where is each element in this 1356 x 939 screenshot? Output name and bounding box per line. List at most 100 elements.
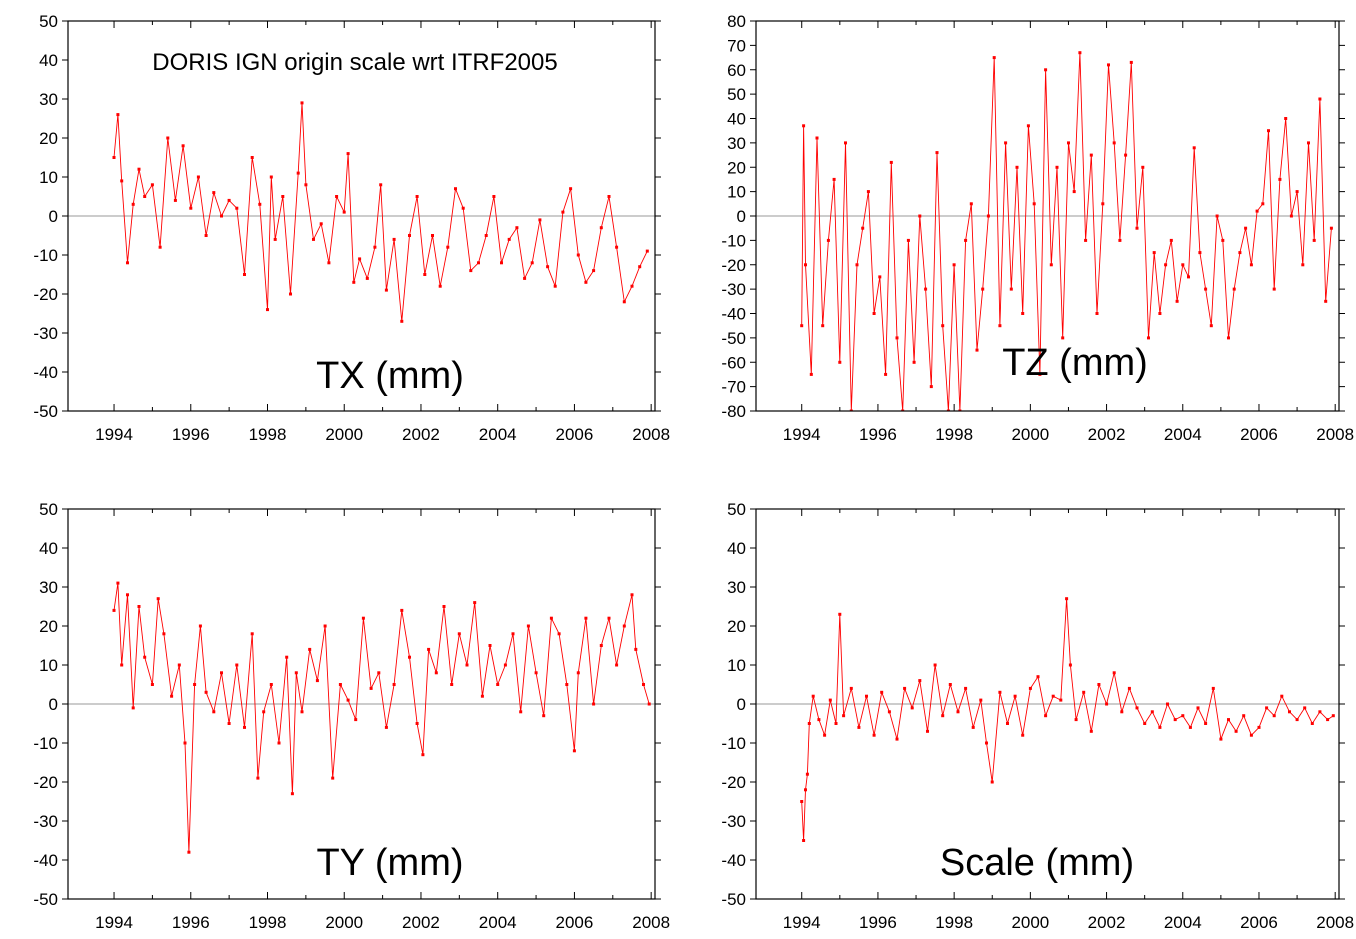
data-point xyxy=(1329,226,1333,230)
data-point xyxy=(1265,706,1269,710)
data-point xyxy=(1135,226,1139,230)
data-point xyxy=(800,324,804,328)
y-tick-label: 50 xyxy=(727,85,746,104)
data-point xyxy=(243,273,246,276)
x-tick-label: 2008 xyxy=(632,425,670,444)
data-point xyxy=(565,683,569,686)
data-point xyxy=(158,245,162,249)
data-point xyxy=(918,214,922,218)
y-tick-label: 40 xyxy=(39,539,58,558)
data-point xyxy=(1065,597,1069,601)
data-point xyxy=(979,698,983,702)
data-point xyxy=(958,409,962,411)
data-point xyxy=(802,124,806,128)
data-point xyxy=(815,136,819,140)
data-point xyxy=(1009,287,1013,291)
x-tick-label: 1998 xyxy=(249,425,287,444)
x-tick-label: 2004 xyxy=(1164,913,1202,932)
data-point xyxy=(1175,299,1179,303)
data-point xyxy=(183,741,187,745)
data-point xyxy=(1173,718,1177,722)
data-point xyxy=(1234,729,1238,733)
data-point xyxy=(1169,238,1173,242)
data-point xyxy=(865,694,868,698)
data-point xyxy=(823,733,827,737)
data-point xyxy=(189,206,193,210)
data-point xyxy=(1026,124,1030,128)
data-point xyxy=(162,632,166,636)
data-point xyxy=(126,261,129,265)
data-point xyxy=(120,663,124,667)
data-point xyxy=(1331,714,1335,718)
data-point xyxy=(607,616,611,620)
data-point xyxy=(484,234,488,237)
y-tick-label: 40 xyxy=(727,539,746,558)
y-tick-label: -40 xyxy=(33,851,58,870)
data-point xyxy=(1249,733,1253,737)
data-point xyxy=(112,156,116,159)
data-point xyxy=(1198,251,1202,255)
data-point xyxy=(415,722,419,725)
data-point xyxy=(1021,312,1025,315)
x-tick-label: 1996 xyxy=(859,913,897,932)
data-point xyxy=(1164,263,1168,267)
data-point xyxy=(549,616,553,620)
data-point xyxy=(895,336,899,340)
x-tick-label: 2008 xyxy=(1316,913,1354,932)
data-point xyxy=(358,257,362,261)
y-tick-label: 0 xyxy=(737,695,746,714)
data-point xyxy=(450,683,454,686)
data-point xyxy=(929,385,933,389)
data-point xyxy=(1204,287,1208,291)
data-point xyxy=(116,113,120,117)
data-point xyxy=(1215,214,1219,218)
data-point xyxy=(1272,714,1276,718)
data-point xyxy=(1187,275,1190,279)
data-point xyxy=(496,683,500,686)
data-point xyxy=(884,372,888,376)
data-point xyxy=(294,671,298,675)
data-point xyxy=(1013,694,1017,698)
data-point xyxy=(220,214,223,218)
x-tick-label: 2008 xyxy=(1316,425,1354,444)
data-point xyxy=(1267,129,1270,133)
data-point xyxy=(277,741,281,745)
data-point xyxy=(454,187,457,191)
data-point xyxy=(220,671,223,675)
data-point xyxy=(423,273,427,276)
y-tick-label: 50 xyxy=(39,500,58,519)
data-point xyxy=(1105,702,1109,706)
data-point xyxy=(584,280,588,284)
data-point xyxy=(212,710,216,714)
data-point xyxy=(1127,686,1131,690)
data-point xyxy=(981,287,985,291)
data-point xyxy=(821,324,825,328)
data-point xyxy=(1257,725,1261,729)
x-tick-label: 2006 xyxy=(1240,425,1278,444)
y-tick-label: -10 xyxy=(721,734,746,753)
data-point xyxy=(804,263,807,267)
data-point xyxy=(941,324,945,328)
y-tick-label: -30 xyxy=(721,812,746,831)
data-point xyxy=(1318,97,1322,101)
data-point xyxy=(630,284,634,288)
data-point xyxy=(446,245,450,249)
y-tick-label: -80 xyxy=(721,402,746,421)
y-tick-label: 40 xyxy=(727,110,746,129)
panel-scale: 1994 1996 1998 2000 2002 2004 2006 2008 50 40 30 20… xyxy=(721,500,1354,932)
data-point xyxy=(181,144,185,148)
data-point xyxy=(1209,324,1213,328)
data-point xyxy=(964,686,968,690)
x-tick-label: 2002 xyxy=(402,425,440,444)
data-point xyxy=(1051,694,1055,698)
data-point xyxy=(866,190,870,194)
data-point xyxy=(1232,287,1236,291)
data-point xyxy=(354,718,358,722)
data-point xyxy=(235,663,239,667)
y-tick-label: -50 xyxy=(721,329,746,348)
y-tick-label: -50 xyxy=(33,890,58,909)
y-tick-label: 70 xyxy=(727,36,746,55)
data-point xyxy=(373,245,377,249)
data-point xyxy=(834,722,838,725)
data-point xyxy=(918,679,922,683)
